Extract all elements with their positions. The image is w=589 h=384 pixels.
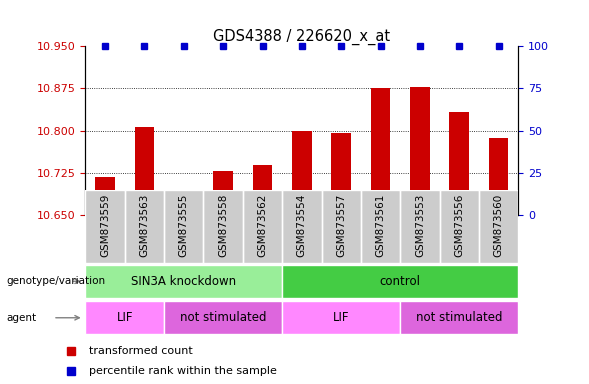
Bar xyxy=(282,265,518,298)
Bar xyxy=(203,190,243,263)
Bar xyxy=(85,190,125,263)
Text: not stimulated: not stimulated xyxy=(416,311,502,324)
Bar xyxy=(489,138,508,215)
Bar xyxy=(85,301,164,334)
Bar xyxy=(253,166,272,215)
Bar xyxy=(361,190,401,263)
Bar xyxy=(125,190,164,263)
Text: control: control xyxy=(380,275,421,288)
Bar xyxy=(401,190,439,263)
Bar xyxy=(85,265,282,298)
Bar xyxy=(282,190,322,263)
Text: genotype/variation: genotype/variation xyxy=(6,276,105,286)
Bar xyxy=(135,127,154,215)
Bar xyxy=(95,177,115,215)
Bar xyxy=(439,190,479,263)
Bar xyxy=(479,190,518,263)
Text: GSM873555: GSM873555 xyxy=(179,194,189,257)
Text: agent: agent xyxy=(6,313,36,323)
Text: GSM873553: GSM873553 xyxy=(415,194,425,257)
Title: GDS4388 / 226620_x_at: GDS4388 / 226620_x_at xyxy=(213,28,391,45)
Text: GSM873562: GSM873562 xyxy=(257,194,267,257)
Text: GSM873557: GSM873557 xyxy=(336,194,346,257)
Text: GSM873559: GSM873559 xyxy=(100,194,110,257)
Bar xyxy=(174,205,194,215)
Text: GSM873558: GSM873558 xyxy=(218,194,228,257)
Text: SIN3A knockdown: SIN3A knockdown xyxy=(131,275,236,288)
Text: GSM873560: GSM873560 xyxy=(494,194,504,257)
Bar xyxy=(243,190,282,263)
Bar xyxy=(164,190,203,263)
Bar xyxy=(322,190,361,263)
Text: percentile rank within the sample: percentile rank within the sample xyxy=(89,366,277,376)
Bar xyxy=(213,171,233,215)
Text: transformed count: transformed count xyxy=(89,346,193,356)
Text: GSM873561: GSM873561 xyxy=(376,194,386,257)
Text: not stimulated: not stimulated xyxy=(180,311,266,324)
Text: GSM873556: GSM873556 xyxy=(454,194,464,257)
Bar xyxy=(410,87,430,215)
Bar xyxy=(449,112,469,215)
Text: GSM873554: GSM873554 xyxy=(297,194,307,257)
Bar xyxy=(401,301,518,334)
Bar xyxy=(164,301,282,334)
Bar xyxy=(370,88,391,215)
Text: LIF: LIF xyxy=(333,311,349,324)
Bar xyxy=(292,131,312,215)
Text: LIF: LIF xyxy=(117,311,133,324)
Text: GSM873563: GSM873563 xyxy=(140,194,150,257)
Bar xyxy=(282,301,401,334)
Bar xyxy=(332,133,351,215)
